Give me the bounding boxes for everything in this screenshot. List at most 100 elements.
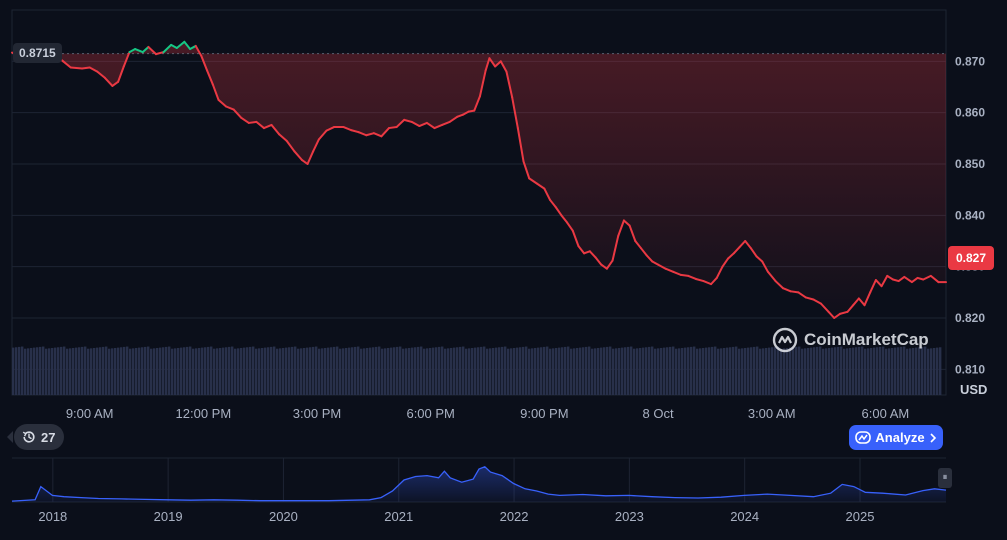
price-segment <box>154 51 165 56</box>
volume-bar <box>807 347 810 395</box>
volume-bar <box>630 346 633 395</box>
volume-bar <box>465 348 468 395</box>
volume-bar <box>585 346 588 395</box>
coinmarketcap-watermark: CoinMarketCap <box>772 327 929 353</box>
price-segment <box>571 229 580 248</box>
price-segment <box>96 70 106 79</box>
volume-bar <box>300 348 303 395</box>
volume-bar <box>231 346 234 395</box>
volume-bar <box>435 347 438 395</box>
volume-bar <box>762 348 765 395</box>
price-segment <box>141 45 150 54</box>
overview-year-label: 2023 <box>615 509 644 524</box>
price-area <box>12 41 946 319</box>
chevron-right-icon <box>929 432 936 443</box>
volume-bar <box>453 347 456 395</box>
volume-bar <box>867 348 870 395</box>
analyze-button[interactable]: Analyze <box>849 425 943 450</box>
volume-bar <box>237 348 240 395</box>
volume-bar <box>252 346 255 395</box>
volume-bars <box>12 346 942 395</box>
volume-bar <box>501 346 504 395</box>
price-segment <box>300 158 309 165</box>
volume-bar <box>792 347 795 395</box>
volume-bar <box>63 346 66 395</box>
price-segment <box>863 291 872 307</box>
overview-navigator[interactable]: 2018 2019 2020 2021 2022 2023 2024 2025 <box>11 457 947 524</box>
volume-bar <box>618 347 621 395</box>
volume-bar <box>537 347 540 395</box>
price-segment <box>645 254 654 263</box>
history-badge[interactable]: 27 <box>6 424 65 450</box>
overview-year-label: 2018 <box>38 509 67 524</box>
volume-bar <box>420 346 423 395</box>
volume-bar <box>408 347 411 395</box>
price-segment <box>819 302 830 313</box>
price-segment <box>388 126 398 130</box>
volume-bar <box>708 347 711 395</box>
volume-bar <box>888 348 891 395</box>
volume-bar <box>141 347 144 395</box>
navigator-handle[interactable]: ⏸ <box>938 468 952 488</box>
x-tick-label: 9:00 AM <box>66 406 114 421</box>
volume-bar <box>516 347 519 395</box>
price-segment <box>639 247 648 257</box>
volume-bar <box>324 347 327 395</box>
volume-bar <box>582 347 585 395</box>
volume-bar <box>828 347 831 395</box>
volume-bar <box>228 346 231 395</box>
volume-bar <box>615 348 618 395</box>
volume-bar <box>579 347 582 395</box>
volume-bar <box>648 346 651 395</box>
volume-bar <box>609 346 612 395</box>
price-segment <box>342 126 353 132</box>
volume-bar <box>477 347 480 395</box>
volume-bar <box>588 346 591 395</box>
volume-bar <box>450 347 453 395</box>
volume-bar <box>834 347 837 395</box>
volume-bar <box>717 348 720 395</box>
volume-bar <box>711 346 714 395</box>
volume-bar <box>564 346 567 395</box>
volume-bar <box>672 346 675 395</box>
overview-year-label: 2020 <box>269 509 298 524</box>
volume-bar <box>843 348 846 395</box>
volume-bar <box>639 347 642 395</box>
volume-bar <box>396 346 399 395</box>
volume-bar <box>81 346 84 395</box>
volume-bar <box>54 347 57 395</box>
volume-bar <box>171 348 174 395</box>
volume-bar <box>663 347 666 395</box>
volume-bar <box>636 348 639 395</box>
volume-bar <box>489 348 492 395</box>
price-segment <box>317 129 328 141</box>
price-segment <box>522 160 531 180</box>
price-segment <box>672 270 682 276</box>
volume-bar <box>735 346 738 395</box>
volume-bar <box>21 346 24 395</box>
volume-bar <box>168 346 171 395</box>
volume-bar <box>696 348 699 395</box>
price-area-fill <box>12 41 946 319</box>
overview-year-label: 2022 <box>500 509 529 524</box>
price-segment <box>694 277 705 283</box>
overview-year-label: 2025 <box>846 509 875 524</box>
price-segment <box>922 274 932 281</box>
volume-bar <box>45 348 48 395</box>
volume-bar <box>759 348 762 395</box>
price-segment <box>448 115 459 123</box>
x-tick-label: 6:00 AM <box>862 406 910 421</box>
watermark-text: CoinMarketCap <box>804 330 929 349</box>
price-segment <box>749 247 758 258</box>
price-segment <box>715 265 724 279</box>
volume-bar <box>279 348 282 395</box>
volume-bar <box>897 347 900 395</box>
price-segment <box>886 274 894 281</box>
price-segment <box>325 126 336 132</box>
volume-bar <box>411 347 414 395</box>
price-segment <box>410 120 421 128</box>
volume-bar <box>480 346 483 395</box>
volume-bar <box>162 347 165 395</box>
